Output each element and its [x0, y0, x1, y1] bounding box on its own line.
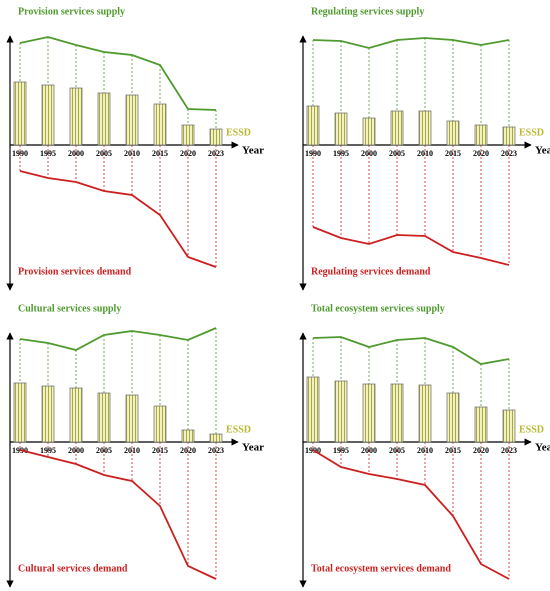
series-label: ESSD: [226, 424, 251, 435]
series-label: Total ecosystem services supply: [311, 303, 445, 314]
series-label: Cultural services demand: [18, 563, 128, 574]
bar: [69, 387, 83, 443]
series-label: Regulating services demand: [311, 266, 431, 277]
line: [19, 449, 217, 580]
bar: [418, 384, 432, 443]
series-label: ESSD: [519, 424, 544, 435]
bar: [153, 405, 167, 443]
bar: [390, 110, 404, 146]
bar: [474, 124, 488, 146]
bar: [69, 87, 83, 146]
bar: [418, 110, 432, 146]
series-label: ESSD: [226, 127, 251, 138]
bar: [181, 429, 195, 443]
line: [19, 36, 217, 111]
series-label: Provision services demand: [18, 266, 132, 277]
bar: [13, 81, 27, 146]
bar: [502, 409, 516, 443]
bar: [209, 433, 223, 443]
bar: [502, 126, 516, 146]
bar: [153, 103, 167, 146]
bar: [125, 94, 139, 146]
series-label: Cultural services supply: [18, 303, 121, 314]
line: [312, 449, 510, 580]
bar: [446, 392, 460, 443]
bar: [474, 406, 488, 443]
line: [312, 37, 510, 49]
line: [312, 336, 510, 365]
bar: [306, 376, 320, 443]
panel: Year19901995200020052010201520202023Tota…: [299, 303, 550, 588]
bar: [362, 383, 376, 443]
bar: [13, 382, 27, 443]
bar: [209, 128, 223, 146]
bar: [306, 105, 320, 146]
line: [19, 327, 217, 351]
bar: [97, 92, 111, 146]
bar: [334, 380, 348, 443]
series-label: ESSD: [519, 127, 544, 138]
series-label: Regulating services supply: [311, 6, 424, 17]
bar: [362, 117, 376, 146]
x-axis-label: Year: [535, 145, 550, 157]
bar: [41, 385, 55, 443]
x-axis-label: Year: [242, 442, 264, 454]
bar: [334, 112, 348, 146]
x-axis-label: Year: [242, 145, 264, 157]
bar: [181, 124, 195, 146]
line: [312, 226, 510, 266]
bar: [41, 84, 55, 146]
bar: [125, 394, 139, 443]
bar: [446, 120, 460, 146]
panel: Year19901995200020052010201520202023Regu…: [299, 6, 550, 291]
bar: [97, 392, 111, 443]
series-label: Provision services supply: [18, 6, 125, 17]
series-label: Total ecosystem services demand: [311, 563, 451, 574]
line: [19, 170, 217, 268]
bar: [390, 383, 404, 443]
x-axis-label: Year: [535, 442, 550, 454]
